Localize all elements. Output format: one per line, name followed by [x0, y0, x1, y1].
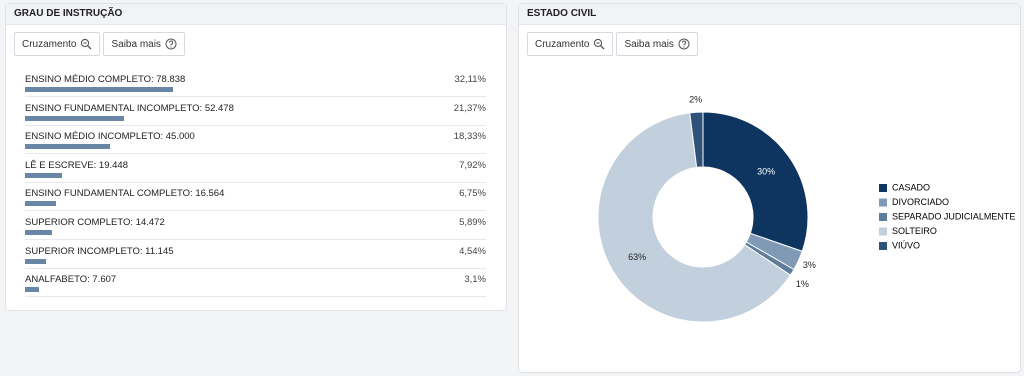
legend-label: SEPARADO JUDICIALMENTE: [892, 211, 1015, 221]
donut-slice: [597, 112, 792, 323]
marital-panel: ESTADO CIVIL 30% 3% 1% 63% 2% CASADO DIVORCIAD…: [518, 3, 1021, 373]
bar: [25, 258, 46, 264]
legend-swatch: [879, 227, 887, 236]
list-row: ANALFABETO: 7.607 3,1%: [25, 268, 486, 298]
toolbar-button[interactable]: Saiba mais: [103, 32, 185, 56]
slice-label: 1%: [796, 279, 809, 289]
row-label: ENSINO FUNDAMENTAL COMPLETO: 16.564: [25, 188, 225, 200]
row-label: ENSINO FUNDAMENTAL INCOMPLETO: 52.478: [25, 102, 234, 114]
toolbar-button[interactable]: Saiba mais: [616, 32, 698, 56]
row-percent: 32,11%: [454, 74, 486, 85]
zoom-icon: [594, 38, 605, 50]
row-percent: 5,89%: [459, 217, 486, 228]
slice-label: 63%: [628, 252, 646, 262]
row-label: ENSINO MÉDIO INCOMPLETO: 45.000: [25, 131, 195, 143]
bar: [25, 201, 57, 207]
row-percent: 7,92%: [459, 159, 486, 171]
bar: [25, 115, 124, 121]
bar: [25, 172, 62, 178]
legend-label: VIÚVO: [892, 240, 920, 250]
row-label: LÊ E ESCREVE: 19.448: [25, 159, 128, 171]
legend-swatch: [879, 242, 887, 250]
button-label: Saiba mais: [111, 38, 161, 50]
help-icon: [165, 38, 177, 50]
list-row: SUPERIOR INCOMPLETO: 11.145 4,54%: [25, 240, 486, 269]
row-percent: 3,1%: [464, 274, 486, 286]
legend-label: SOLTEIRO: [892, 226, 937, 236]
legend-label: CASADO: [892, 182, 930, 192]
legend-swatch: [879, 213, 887, 221]
toolbar: Cruzamento Saiba mais: [527, 32, 698, 56]
button-label: Saiba mais: [624, 38, 674, 50]
bar: [25, 230, 53, 235]
toolbar: Cruzamento Saiba mais: [14, 32, 185, 56]
row-percent: 21,37%: [453, 102, 486, 114]
bar: [25, 287, 40, 293]
button-label: Cruzamento: [535, 38, 590, 50]
bar: [25, 87, 174, 92]
row-percent: 6,75%: [459, 188, 486, 200]
slice-label: 30%: [757, 166, 775, 176]
row-label: SUPERIOR INCOMPLETO: 11.145: [25, 245, 174, 257]
list-row: ENSINO FUNDAMENTAL INCOMPLETO: 52.478 21,…: [25, 97, 486, 126]
list-row: ENSINO MÉDIO COMPLETO: 78.838 32,11%: [25, 68, 486, 97]
button-label: Cruzamento: [22, 38, 77, 50]
panel-title: ESTADO CIVIL: [519, 4, 1020, 25]
slice-label: 2%: [689, 95, 702, 105]
list-row: ENSINO FUNDAMENTAL COMPLETO: 16.564 6,75%: [25, 182, 486, 212]
list-row: SUPERIOR COMPLETO: 14.472 5,89%: [25, 211, 486, 240]
panel-title: GRAU DE INSTRUÇÃO: [6, 4, 506, 25]
row-percent: 4,54%: [459, 245, 486, 257]
legend-swatch: [879, 184, 887, 192]
help-icon: [678, 38, 690, 50]
legend-label: DIVORCIADO: [892, 197, 949, 207]
donut-chart: 30% 3% 1% 63% 2% CASADO DIVORCIADO SEPARADO JUD…: [597, 95, 1015, 323]
education-panel: GRAU DE INSTRUÇÃO Cruzamento Saiba mais EN…: [5, 3, 507, 311]
row-percent: 18,33%: [453, 131, 486, 143]
list-row: LÊ E ESCREVE: 19.448 7,92%: [25, 154, 486, 183]
slice-label: 3%: [803, 260, 816, 270]
legend-swatch: [879, 198, 887, 207]
bar: [25, 144, 110, 150]
toolbar-button[interactable]: Cruzamento: [14, 32, 101, 56]
zoom-icon: [81, 38, 92, 50]
donut-slice: [702, 111, 809, 252]
donut-slice: [689, 111, 704, 168]
row-label: ENSINO MÉDIO COMPLETO: 78.838: [25, 74, 186, 85]
list-row: ENSINO MÉDIO INCOMPLETO: 45.000 18,33%: [25, 125, 486, 155]
row-label: SUPERIOR COMPLETO: 14.472: [25, 217, 165, 228]
toolbar-button[interactable]: Cruzamento: [527, 32, 614, 56]
row-label: ANALFABETO: 7.607: [25, 274, 117, 286]
